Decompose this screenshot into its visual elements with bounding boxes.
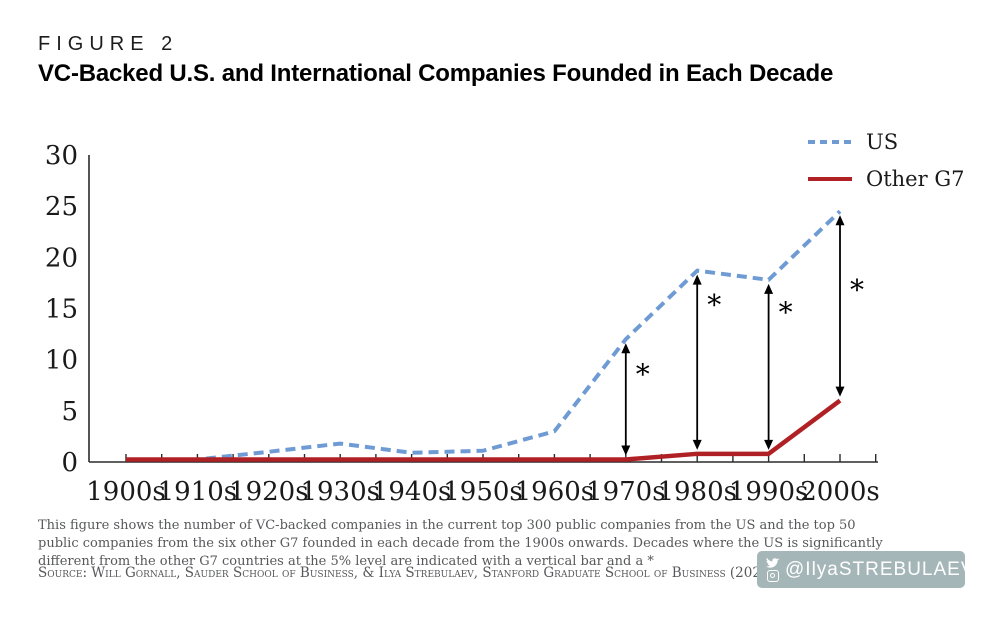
x-tick-label: 1990s xyxy=(729,477,809,507)
x-tick-label: 1910s xyxy=(158,477,238,507)
social-icons xyxy=(766,557,779,582)
arrow-head-up xyxy=(835,215,845,226)
y-tick-label: 0 xyxy=(61,448,78,478)
arrow-head-up xyxy=(621,343,631,354)
x-tick-label: 1900s xyxy=(86,477,166,507)
figure-label: FIGURE 2 xyxy=(38,33,179,55)
instagram-icon xyxy=(766,569,779,582)
legend-label-other-g7: Other G7 xyxy=(866,167,964,191)
y-tick-label: 15 xyxy=(45,295,78,325)
social-handle: @IlyaSTREBULAEV xyxy=(785,558,975,580)
x-tick-label: 1920s xyxy=(229,477,309,507)
y-tick-label: 30 xyxy=(45,141,78,171)
y-tick-label: 20 xyxy=(45,243,78,273)
significance-star: * xyxy=(636,358,650,391)
source-attribution: Source: Will Gornall, Sauder School of B… xyxy=(38,565,775,581)
significance-star: * xyxy=(779,296,793,329)
significance-star: * xyxy=(707,289,721,322)
us-line xyxy=(126,209,842,462)
x-tick-label: 1960s xyxy=(515,477,595,507)
x-tick-label: 1950s xyxy=(443,477,523,507)
x-tick-label: 1930s xyxy=(300,477,380,507)
arrow-head-up xyxy=(692,274,702,285)
arrow-head-down xyxy=(835,386,845,397)
social-badge[interactable]: @IlyaSTREBULAEV xyxy=(757,551,974,588)
y-tick-label: 5 xyxy=(61,397,78,427)
chart-footnote: This figure shows the number of VC-backe… xyxy=(38,518,883,569)
x-tick-label: 1940s xyxy=(372,477,452,507)
twitter-icon xyxy=(766,557,779,568)
arrow-head-up xyxy=(764,283,774,294)
arrow-head-down xyxy=(692,439,702,450)
x-tick-label: 1970s xyxy=(586,477,666,507)
x-tick-label: 2000s xyxy=(800,477,880,507)
arrow-head-down xyxy=(764,439,774,450)
arrow-head-down xyxy=(621,445,631,456)
significance-star: * xyxy=(850,273,864,306)
y-tick-label: 25 xyxy=(45,192,78,222)
y-tick-label: 10 xyxy=(45,346,78,376)
figure-title: VC-Backed U.S. and International Compani… xyxy=(38,60,834,87)
other-g7-line xyxy=(126,398,842,462)
legend-label-us: US xyxy=(866,130,898,154)
x-tick-label: 1980s xyxy=(657,477,737,507)
